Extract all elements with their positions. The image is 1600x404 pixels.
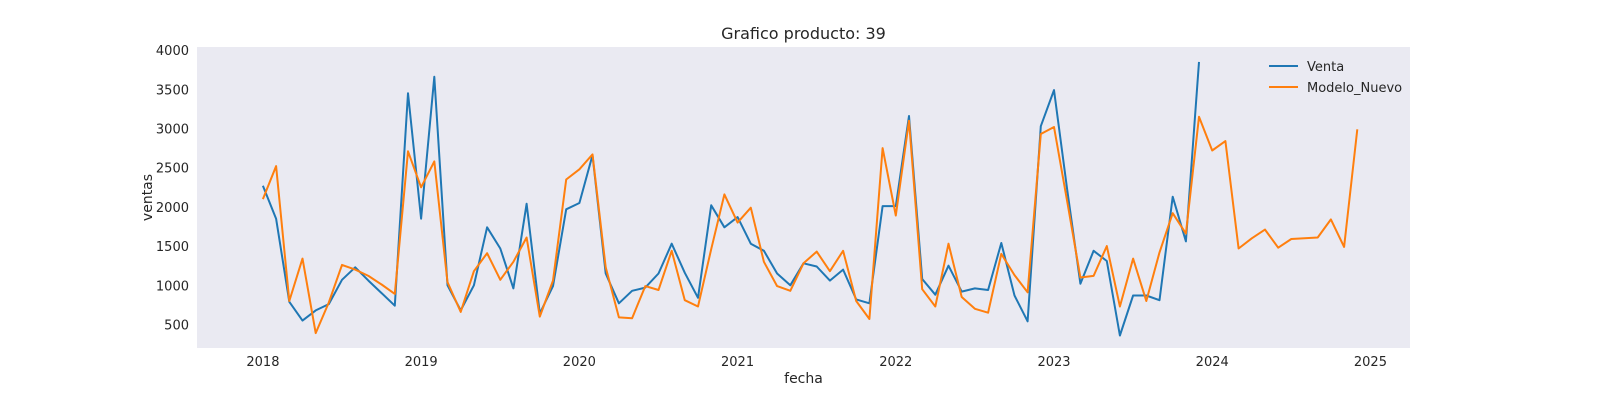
x-tick-label: 2023 — [1037, 355, 1070, 370]
plot-area — [197, 47, 1410, 348]
x-tick-label: 2021 — [721, 355, 754, 370]
x-tick-label: 2018 — [246, 355, 279, 370]
chart-title: Grafico producto: 39 — [721, 24, 886, 43]
y-tick-label: 3000 — [156, 123, 189, 138]
y-tick-label: 1500 — [156, 240, 189, 255]
x-tick-label: 2025 — [1354, 355, 1387, 370]
series-layer — [261, 61, 1359, 337]
x-axis-label: fecha — [784, 371, 823, 387]
y-axis-label: ventas — [140, 174, 156, 221]
series-line-modelo-nuevo — [261, 115, 1359, 335]
legend-label: Modelo_Nuevo — [1307, 81, 1402, 96]
x-tick-label: 2024 — [1196, 355, 1229, 370]
y-tick-label: 4000 — [156, 44, 189, 59]
legend-label: Venta — [1307, 60, 1344, 75]
y-tick-label: 3500 — [156, 83, 189, 98]
x-axis-ticks: 2018 2019 2020 2021 2022 2023 2024 2025 — [246, 355, 1387, 370]
y-tick-label: 500 — [164, 318, 189, 333]
x-tick-label: 2020 — [563, 355, 596, 370]
y-tick-label: 2500 — [156, 162, 189, 177]
y-axis-ticks: 500 1000 1500 2000 2500 3000 3500 4000 — [156, 44, 189, 333]
series-line-venta — [261, 61, 1200, 337]
x-tick-label: 2019 — [405, 355, 438, 370]
y-tick-label: 1000 — [156, 279, 189, 294]
y-tick-label: 2000 — [156, 201, 189, 216]
legend: Venta Modelo_Nuevo — [1269, 60, 1402, 96]
x-tick-label: 2022 — [879, 355, 912, 370]
